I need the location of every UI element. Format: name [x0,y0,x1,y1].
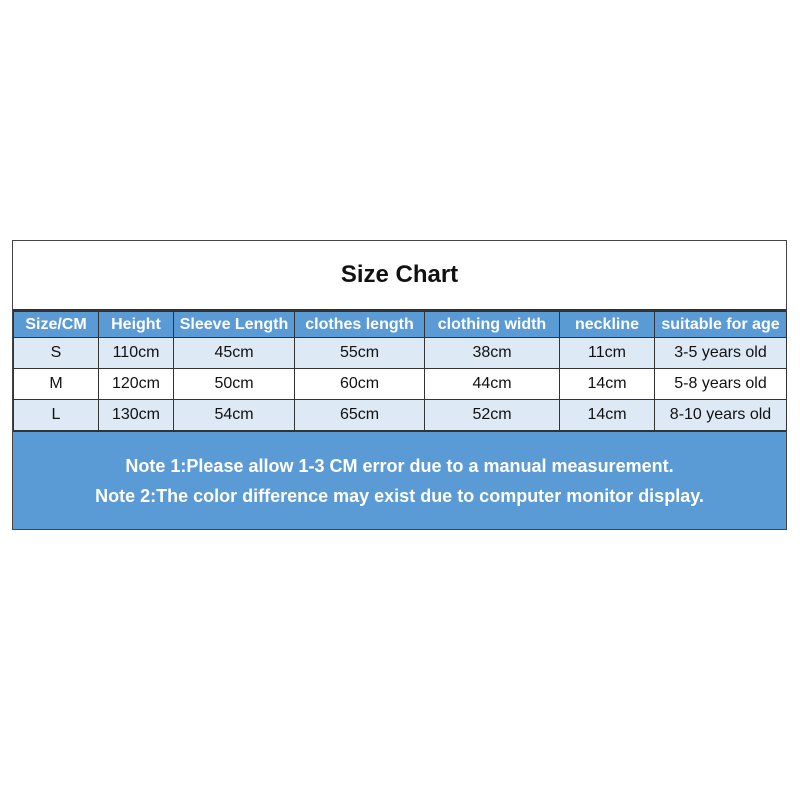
column-header: suitable for age [654,311,787,338]
chart-title: Size Chart [13,241,786,311]
table-cell: 3-5 years old [654,337,787,369]
note-2: Note 2:The color difference may exist du… [95,485,704,506]
table-row: S 110cm 45cm 55cm 38cm 11cm 3-5 years old [13,337,787,369]
notes-box: Note 1:Please allow 1-3 CM error due to … [13,430,786,529]
size-table: Size/CM Height Sleeve Length clothes length… [13,311,787,431]
table-cell: 60cm [294,368,425,400]
table-row: L 130cm 54cm 65cm 52cm 14cm 8-10 years old [13,399,787,431]
table-cell: 38cm [424,337,560,369]
table-cell: 44cm [424,368,560,400]
table-cell: 65cm [294,399,425,431]
table-cell: 8-10 years old [654,399,787,431]
table-cell: 120cm [98,368,174,400]
table-cell: 52cm [424,399,560,431]
column-header: Height [98,311,174,338]
table-cell: 110cm [98,337,174,369]
header-row: Size/CM Height Sleeve Length clothes length… [13,311,787,338]
column-header: clothing width [424,311,560,338]
column-header: Sleeve Length [173,311,295,338]
table-row: M 120cm 50cm 60cm 44cm 14cm 5-8 years old [13,368,787,400]
table-cell: 11cm [559,337,655,369]
table-cell: 130cm [98,399,174,431]
column-header: Size/CM [13,311,99,338]
table-cell: M [13,368,99,400]
table-cell: 54cm [173,399,295,431]
table-cell: L [13,399,99,431]
table-cell: 50cm [173,368,295,400]
column-header: neckline [559,311,655,338]
table-cell: 45cm [173,337,295,369]
note-1: Note 1:Please allow 1-3 CM error due to … [125,455,674,476]
table-cell: 55cm [294,337,425,369]
column-header: clothes length [294,311,425,338]
table-cell: S [13,337,99,369]
size-chart: Size Chart Size/CM Height Sleeve Length clo… [12,240,787,530]
table-cell: 14cm [559,368,655,400]
table-cell: 14cm [559,399,655,431]
table-cell: 5-8 years old [654,368,787,400]
